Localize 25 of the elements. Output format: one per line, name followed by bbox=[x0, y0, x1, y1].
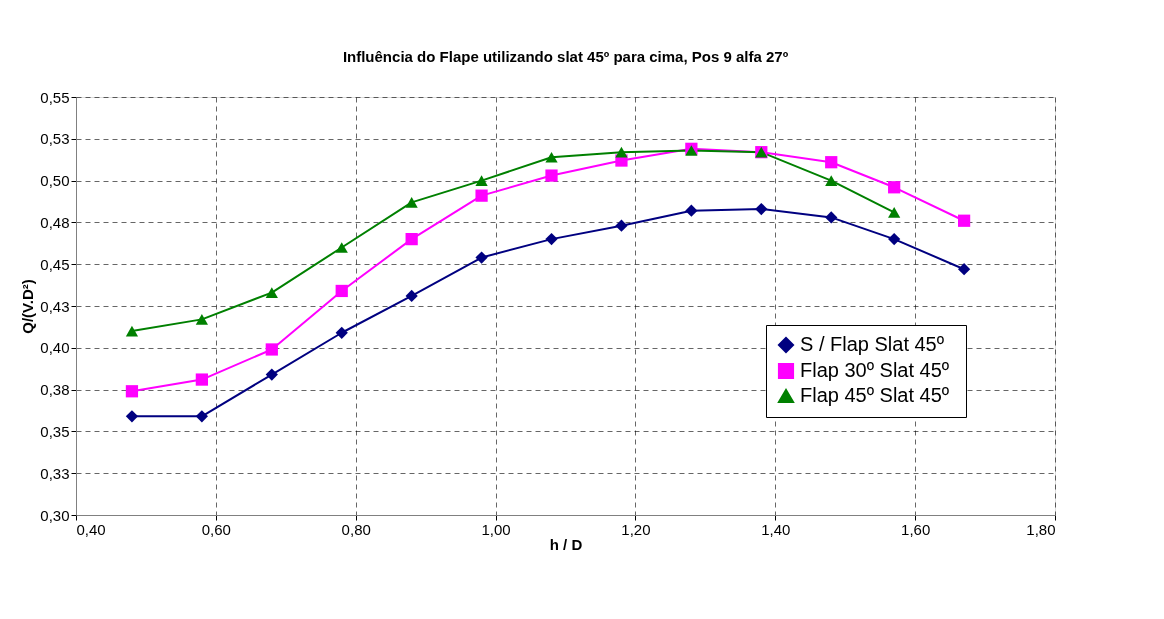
y-tick-label: 0,40 bbox=[40, 339, 70, 357]
x-tick-label: 0,40 bbox=[76, 520, 106, 538]
x-tick-label: 1,00 bbox=[481, 520, 511, 538]
chart-title: Influência do Flape utilizando slat 45º para cima, Pos 9 alfa 27º bbox=[342, 48, 789, 65]
legend-label: Flap 30º Slat 45º bbox=[800, 359, 950, 381]
legend-label: Flap 45º Slat 45º bbox=[800, 384, 950, 406]
x-tick-label: 0,60 bbox=[201, 520, 231, 538]
y-tick-label: 0,38 bbox=[40, 381, 70, 399]
y-tick-label: 0,55 bbox=[40, 88, 70, 106]
x-axis-title: h / D bbox=[549, 535, 583, 553]
y-tick-label: 0,35 bbox=[40, 422, 70, 440]
x-tick-label: 1,40 bbox=[761, 520, 791, 538]
y-tick-label: 0,30 bbox=[40, 506, 70, 524]
y-axis-title: Q/(V.D²) bbox=[19, 279, 37, 334]
legend-label: S / Flap Slat 45º bbox=[800, 333, 945, 355]
y-tick-label: 0,45 bbox=[40, 255, 70, 273]
y-tick-label: 0,43 bbox=[40, 297, 70, 315]
x-tick-label: 0,80 bbox=[341, 520, 371, 538]
x-tick-label: 1,20 bbox=[621, 520, 651, 538]
y-tick-label: 0,33 bbox=[40, 464, 70, 482]
y-tick-label: 0,48 bbox=[40, 213, 70, 231]
x-tick-label: 1,60 bbox=[901, 520, 931, 538]
y-tick-label: 0,50 bbox=[40, 172, 70, 190]
y-tick-label: 0,53 bbox=[40, 130, 70, 148]
x-tick-label: 1,80 bbox=[1026, 520, 1056, 538]
